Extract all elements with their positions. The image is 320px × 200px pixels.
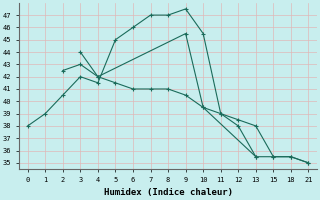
X-axis label: Humidex (Indice chaleur): Humidex (Indice chaleur) (104, 188, 233, 197)
